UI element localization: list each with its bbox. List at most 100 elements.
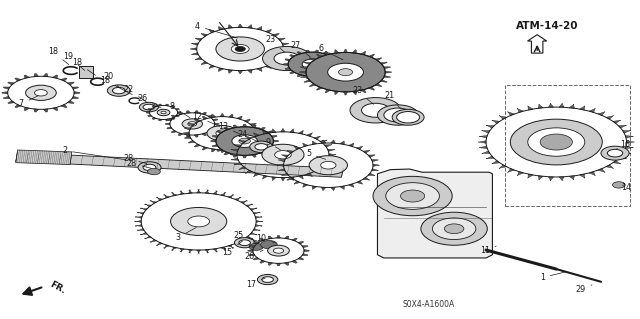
Polygon shape bbox=[188, 123, 195, 126]
Circle shape bbox=[328, 63, 364, 81]
Polygon shape bbox=[282, 53, 289, 55]
Polygon shape bbox=[252, 125, 256, 128]
Polygon shape bbox=[24, 107, 29, 111]
Polygon shape bbox=[171, 130, 177, 133]
Polygon shape bbox=[285, 67, 291, 70]
Polygon shape bbox=[383, 76, 390, 78]
Polygon shape bbox=[72, 87, 79, 89]
Circle shape bbox=[113, 87, 125, 94]
Polygon shape bbox=[194, 135, 198, 137]
Polygon shape bbox=[171, 115, 177, 117]
Polygon shape bbox=[202, 147, 207, 150]
Text: 11: 11 bbox=[480, 246, 496, 255]
Polygon shape bbox=[205, 249, 209, 253]
Polygon shape bbox=[145, 236, 152, 239]
Circle shape bbox=[268, 245, 289, 256]
Polygon shape bbox=[337, 63, 341, 65]
Text: 22: 22 bbox=[124, 85, 147, 102]
Polygon shape bbox=[371, 169, 378, 171]
Circle shape bbox=[444, 224, 464, 234]
Polygon shape bbox=[228, 245, 234, 249]
Polygon shape bbox=[191, 53, 198, 55]
Circle shape bbox=[182, 119, 202, 129]
Polygon shape bbox=[52, 107, 58, 111]
Polygon shape bbox=[67, 82, 74, 85]
Text: 29: 29 bbox=[575, 285, 592, 293]
Polygon shape bbox=[255, 132, 261, 134]
Polygon shape bbox=[282, 155, 289, 157]
Polygon shape bbox=[570, 104, 575, 108]
Polygon shape bbox=[246, 236, 253, 239]
Polygon shape bbox=[156, 242, 163, 246]
Polygon shape bbox=[140, 208, 147, 211]
Polygon shape bbox=[340, 141, 344, 145]
Polygon shape bbox=[237, 70, 243, 74]
Circle shape bbox=[216, 37, 264, 61]
Polygon shape bbox=[302, 246, 308, 248]
Polygon shape bbox=[190, 48, 197, 50]
Polygon shape bbox=[159, 119, 162, 121]
Circle shape bbox=[373, 176, 452, 216]
Polygon shape bbox=[579, 106, 585, 110]
Polygon shape bbox=[302, 254, 308, 256]
Polygon shape bbox=[213, 249, 218, 252]
Polygon shape bbox=[233, 125, 237, 128]
Text: FR.: FR. bbox=[49, 279, 67, 295]
Polygon shape bbox=[292, 260, 297, 263]
Circle shape bbox=[378, 105, 419, 125]
Circle shape bbox=[601, 146, 629, 160]
Polygon shape bbox=[61, 78, 67, 81]
Polygon shape bbox=[303, 184, 308, 187]
Polygon shape bbox=[278, 169, 285, 171]
Polygon shape bbox=[172, 247, 177, 250]
Polygon shape bbox=[320, 167, 327, 169]
Polygon shape bbox=[34, 109, 38, 112]
Text: 15: 15 bbox=[222, 241, 243, 257]
Polygon shape bbox=[281, 128, 285, 132]
Polygon shape bbox=[260, 152, 266, 155]
Polygon shape bbox=[301, 76, 307, 78]
Circle shape bbox=[161, 111, 166, 114]
Polygon shape bbox=[349, 184, 354, 187]
Polygon shape bbox=[244, 119, 250, 122]
Polygon shape bbox=[268, 263, 273, 265]
Polygon shape bbox=[548, 103, 554, 107]
Polygon shape bbox=[246, 136, 252, 139]
Polygon shape bbox=[598, 112, 605, 115]
Polygon shape bbox=[172, 192, 177, 196]
Polygon shape bbox=[183, 132, 189, 134]
Polygon shape bbox=[298, 241, 304, 244]
Polygon shape bbox=[15, 78, 21, 81]
Polygon shape bbox=[323, 74, 328, 77]
Polygon shape bbox=[307, 76, 310, 78]
Polygon shape bbox=[186, 135, 190, 137]
Polygon shape bbox=[625, 136, 634, 138]
Circle shape bbox=[249, 243, 263, 250]
Polygon shape bbox=[309, 84, 316, 86]
Polygon shape bbox=[328, 149, 335, 152]
Circle shape bbox=[239, 240, 250, 246]
Text: 4: 4 bbox=[195, 22, 237, 38]
Polygon shape bbox=[233, 154, 237, 157]
Polygon shape bbox=[237, 24, 243, 27]
Polygon shape bbox=[304, 80, 311, 82]
Polygon shape bbox=[137, 212, 144, 214]
Polygon shape bbox=[492, 161, 500, 164]
Polygon shape bbox=[272, 129, 276, 133]
Circle shape bbox=[350, 98, 401, 123]
Polygon shape bbox=[335, 59, 340, 61]
Text: 7: 7 bbox=[19, 96, 38, 108]
Polygon shape bbox=[292, 238, 297, 241]
Polygon shape bbox=[385, 71, 392, 73]
Polygon shape bbox=[271, 145, 277, 147]
Polygon shape bbox=[253, 257, 259, 260]
Polygon shape bbox=[328, 158, 335, 160]
Polygon shape bbox=[324, 145, 332, 147]
Circle shape bbox=[140, 102, 159, 112]
Text: 20: 20 bbox=[103, 72, 119, 87]
Polygon shape bbox=[298, 257, 304, 260]
Polygon shape bbox=[527, 174, 533, 178]
Polygon shape bbox=[330, 71, 335, 74]
Polygon shape bbox=[208, 130, 214, 133]
Circle shape bbox=[273, 248, 284, 253]
